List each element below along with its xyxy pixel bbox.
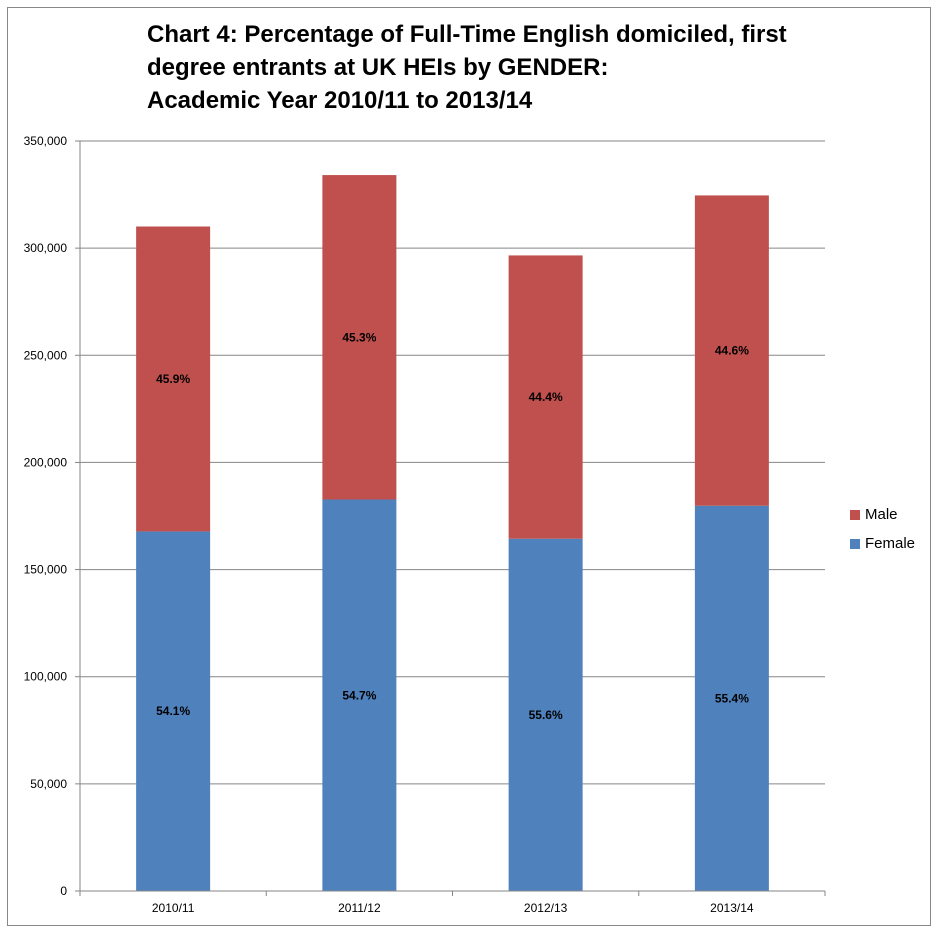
bar-male-2013-14 [694, 195, 769, 506]
data-label-female-2011-12: 54.7% [342, 688, 376, 702]
y-tick-label-7: 350,000 [24, 134, 68, 148]
data-label-male-2010-11: 45.9% [156, 372, 190, 386]
data-label-male-2013-14: 44.6% [715, 344, 749, 358]
y-tick-label-3: 150,000 [24, 563, 68, 577]
y-tick-label-6: 300,000 [24, 241, 68, 255]
legend-label-female: Female [865, 535, 916, 552]
legend-item-male: Male [850, 500, 915, 529]
y-tick-label-2: 100,000 [24, 670, 68, 684]
y-tick-label-4: 200,000 [24, 455, 68, 469]
chart-title: Chart 4: Percentage of Full-Time English… [147, 18, 847, 117]
chart-title-line-3: Academic Year 2010/11 to 2013/14 [147, 87, 533, 114]
legend-swatch-male [850, 509, 860, 520]
legend-label-male: Male [865, 506, 898, 523]
chart-title-line-1: Chart 4: Percentage of Full-Time English… [147, 21, 787, 48]
legend-swatch-female [850, 538, 860, 549]
bar-male-2012-13 [508, 255, 583, 539]
legend-item-female: Female [850, 529, 915, 558]
bar-male-2011-12 [322, 175, 397, 500]
x-tick-label-3: 2013/14 [710, 901, 754, 915]
y-tick-label-1: 50,000 [30, 777, 67, 791]
data-label-male-2011-12: 45.3% [342, 330, 376, 344]
data-label-female-2012-13: 55.6% [529, 708, 563, 722]
bar-female-2011-12 [322, 499, 397, 891]
x-tick-label-2: 2012/13 [524, 901, 568, 915]
bar-male-2010-11 [136, 226, 211, 532]
x-tick-label-0: 2010/11 [152, 901, 195, 915]
bar-female-2010-11 [136, 531, 211, 891]
y-tick-label-5: 250,000 [24, 348, 68, 362]
chart-title-line-2: degree entrants at UK HEIs by GENDER: [147, 54, 609, 81]
data-label-female-2010-11: 54.1% [156, 704, 190, 718]
y-tick-label-0: 0 [60, 884, 67, 898]
x-tick-label-1: 2011/12 [338, 901, 381, 915]
bar-female-2012-13 [508, 538, 583, 891]
data-label-female-2013-14: 55.4% [715, 691, 749, 705]
bar-female-2013-14 [694, 505, 769, 891]
data-label-male-2012-13: 44.4% [529, 390, 563, 404]
chart-legend: Male Female [850, 500, 915, 558]
